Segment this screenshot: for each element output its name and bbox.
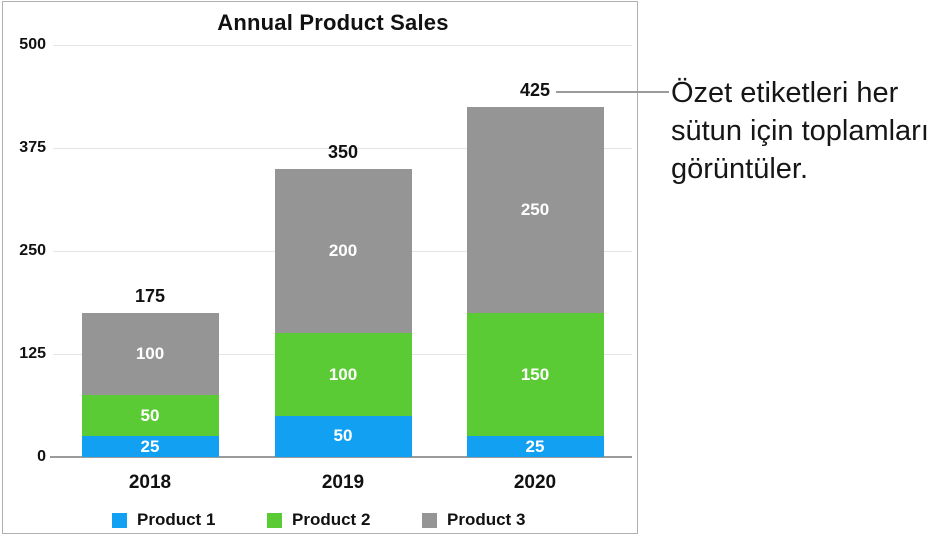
legend-item: Product 3: [422, 510, 526, 529]
chart-title: Annual Product Sales: [217, 10, 449, 35]
segment-value-label: 50: [333, 426, 353, 446]
y-axis-tick-label: 250: [19, 242, 46, 259]
segment-value-label: 25: [525, 436, 545, 456]
x-axis-line: [50, 456, 632, 458]
bar-segment-product-1: [466, 436, 604, 457]
callout-text-line: sütun için toplamları: [671, 115, 929, 147]
legend-label: Product 3: [447, 510, 526, 529]
total-value-label: 175: [134, 285, 166, 306]
bar-segment-product-2: [274, 333, 412, 416]
segment-value-label: 200: [328, 241, 358, 260]
legend-swatch-product-1: [112, 512, 127, 528]
legend-label: Product 2: [292, 510, 371, 529]
bar-segment-product-3: [274, 168, 412, 334]
gridline: [53, 45, 632, 46]
legend-item: Product 1: [112, 510, 216, 529]
bar-segment-product-3: [466, 106, 604, 313]
y-axis-tick-label: 0: [37, 448, 46, 465]
callout-text-line: Özet etiketleri her: [671, 77, 899, 109]
segment-value-label: 250: [520, 199, 550, 219]
segment-value-label: 100: [135, 344, 165, 363]
total-value-label: 350: [327, 141, 359, 162]
callout-text-line: görüntüler.: [671, 153, 809, 185]
callout-connector-line: [556, 91, 669, 93]
y-axis-tick-label: 125: [19, 345, 46, 362]
bar-segment-product-1: [274, 415, 412, 457]
callout-text: Özet etiketleri her sütun için toplamlar…: [671, 74, 951, 188]
segment-value-label: 25: [140, 436, 160, 456]
legend-swatch-product-3: [422, 512, 437, 528]
y-axis-tick-label: 500: [19, 36, 46, 53]
x-axis-category-label: 2020: [513, 472, 557, 493]
bar-segment-product-2: [466, 312, 604, 437]
legend-item: Product 2: [267, 510, 371, 529]
segment-value-label: 150: [520, 364, 550, 384]
legend-label: Product 1: [137, 510, 216, 529]
legend-swatch-product-2: [267, 512, 282, 528]
total-value-label: 425: [519, 79, 551, 100]
x-axis-category-label: 2018: [128, 472, 172, 493]
segment-value-label: 100: [328, 364, 358, 384]
bar-segment-product-1: [81, 436, 219, 457]
bar-segment-product-2: [81, 395, 219, 437]
gridline: [53, 148, 632, 149]
x-axis-category-label: 2019: [321, 472, 365, 493]
y-axis-tick-label: 375: [19, 139, 46, 156]
segment-value-label: 50: [140, 405, 160, 425]
bar-segment-product-3: [81, 312, 219, 396]
